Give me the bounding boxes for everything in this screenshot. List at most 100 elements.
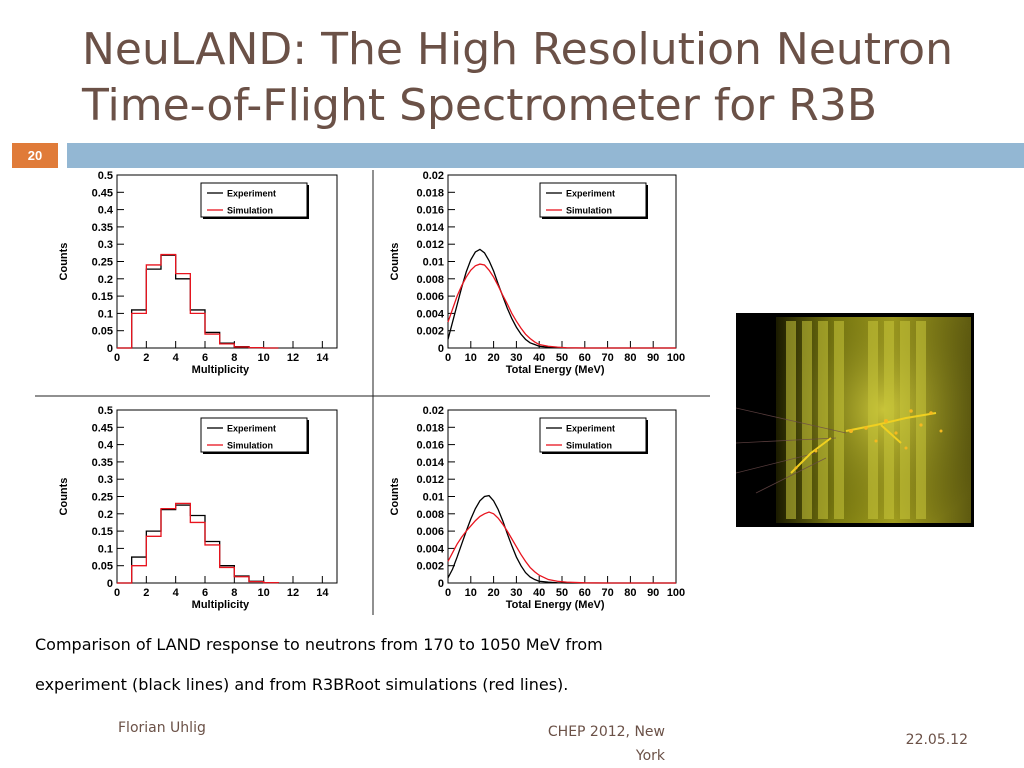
y-tick-label: 0.15 bbox=[92, 291, 113, 303]
y-tick-label: 0.2 bbox=[98, 509, 113, 521]
footer-conference-line-2: York bbox=[635, 748, 665, 764]
x-tick-label: 80 bbox=[624, 352, 636, 364]
y-tick-label: 0.008 bbox=[416, 274, 444, 286]
legend-label: Simulation bbox=[566, 441, 612, 451]
legend-label: Experiment bbox=[227, 424, 276, 434]
footer-conference: CHEP 2012, New York bbox=[520, 720, 665, 768]
x-axis-title: Multiplicity bbox=[192, 599, 250, 611]
x-tick-label: 100 bbox=[667, 587, 685, 599]
y-tick-label: 0.1 bbox=[98, 543, 113, 555]
y-tick-label: 0.006 bbox=[416, 291, 444, 303]
legend-label: Simulation bbox=[227, 441, 273, 451]
y-tick-label: 0.002 bbox=[416, 561, 444, 573]
series-line-simulation bbox=[447, 263, 676, 349]
y-tick-label: 0.45 bbox=[92, 187, 113, 199]
footer-date: 22.05.12 bbox=[905, 732, 968, 748]
y-tick-label: 0.05 bbox=[92, 326, 113, 338]
x-tick-label: 4 bbox=[173, 352, 180, 364]
y-tick-label: 0.004 bbox=[416, 308, 444, 320]
x-tick-label: 30 bbox=[510, 352, 522, 364]
y-tick-label: 0.01 bbox=[423, 492, 444, 504]
x-tick-label: 40 bbox=[533, 352, 545, 364]
x-tick-label: 90 bbox=[647, 587, 659, 599]
y-axis-title: Counts bbox=[58, 478, 70, 516]
page-number-badge: 20 bbox=[12, 143, 58, 168]
chart-panel-2: 0 0.002 0.004 0.006 0.008 0.01 0.012 0.014 0.016… bbox=[389, 170, 685, 376]
y-tick-label: 0.05 bbox=[92, 561, 113, 573]
y-tick-label: 0.014 bbox=[416, 222, 444, 234]
x-tick-label: 70 bbox=[601, 352, 613, 364]
caption-line-2: experiment (black lines) and from R3BRoo… bbox=[35, 675, 569, 694]
y-tick-label: 0.5 bbox=[98, 405, 113, 417]
chart-panel-1: 0 0.05 0.1 0.15 0.2 0.25 0.3 0.35 0.4 0.45 0.5 0 2 4 6… bbox=[58, 170, 338, 376]
x-tick-label: 20 bbox=[487, 352, 499, 364]
legend-box bbox=[539, 182, 647, 218]
y-tick-label: 0.014 bbox=[416, 457, 444, 469]
x-tick-label: 0 bbox=[445, 352, 451, 364]
x-tick-label: 12 bbox=[287, 587, 299, 599]
detector-event-display-image bbox=[736, 313, 974, 527]
y-tick-label: 0.35 bbox=[92, 457, 113, 469]
series-line-simulation bbox=[447, 511, 676, 584]
x-tick-label: 8 bbox=[231, 352, 237, 364]
y-tick-label: 0.3 bbox=[98, 239, 113, 251]
footer-author: Florian Uhlig bbox=[118, 720, 206, 736]
y-tick-label: 0.15 bbox=[92, 526, 113, 538]
y-tick-label: 0.016 bbox=[416, 205, 444, 217]
y-tick-label: 0.35 bbox=[92, 222, 113, 234]
chart-panel-3: 0 0.05 0.1 0.15 0.2 0.25 0.3 0.35 0.4 0.45 0.5 0 2 4 6… bbox=[58, 405, 338, 611]
x-tick-label: 20 bbox=[487, 587, 499, 599]
y-tick-label: 0.004 bbox=[416, 543, 444, 555]
x-axis-title: Total Energy (MeV) bbox=[506, 364, 605, 376]
x-tick-label: 100 bbox=[667, 352, 685, 364]
y-axis-title: Counts bbox=[389, 243, 401, 281]
y-tick-label: 0 bbox=[438, 343, 444, 355]
x-tick-label: 10 bbox=[258, 352, 270, 364]
x-tick-label: 14 bbox=[316, 352, 329, 364]
legend-label: Experiment bbox=[566, 424, 615, 434]
x-tick-label: 0 bbox=[114, 587, 120, 599]
legend-box bbox=[539, 417, 647, 453]
y-tick-label: 0 bbox=[438, 578, 444, 590]
y-tick-label: 0.02 bbox=[423, 405, 444, 417]
y-tick-label: 0.4 bbox=[98, 440, 114, 452]
legend-label: Simulation bbox=[227, 206, 273, 216]
x-tick-label: 10 bbox=[465, 587, 477, 599]
x-tick-label: 10 bbox=[258, 587, 270, 599]
y-tick-label: 0.002 bbox=[416, 326, 444, 338]
y-tick-label: 0.1 bbox=[98, 308, 113, 320]
y-axis-title: Counts bbox=[58, 243, 70, 281]
title-line-2: Time-of-Flight Spectrometer for R3B bbox=[82, 80, 878, 131]
detector-event-display-graphic bbox=[736, 313, 974, 527]
x-tick-label: 60 bbox=[579, 587, 591, 599]
y-tick-label: 0.02 bbox=[423, 170, 444, 182]
series-line-simulation bbox=[117, 253, 279, 349]
x-tick-label: 60 bbox=[579, 352, 591, 364]
x-tick-label: 40 bbox=[533, 587, 545, 599]
y-tick-label: 0.4 bbox=[98, 205, 114, 217]
y-tick-label: 0.3 bbox=[98, 474, 113, 486]
x-tick-label: 50 bbox=[556, 587, 568, 599]
title-line-1: NeuLAND: The High Resolution Neutron bbox=[82, 24, 953, 75]
x-tick-label: 2 bbox=[143, 587, 149, 599]
legend-label: Experiment bbox=[566, 189, 615, 199]
x-axis-title: Multiplicity bbox=[192, 364, 250, 376]
x-tick-label: 8 bbox=[231, 587, 237, 599]
x-tick-label: 6 bbox=[202, 352, 208, 364]
y-tick-label: 0.006 bbox=[416, 526, 444, 538]
series-line-experiment bbox=[447, 494, 676, 584]
chart-panel-4: 0 0.002 0.004 0.006 0.008 0.01 0.012 0.014 0.016… bbox=[389, 405, 685, 611]
y-axis-title: Counts bbox=[389, 478, 401, 516]
x-tick-label: 14 bbox=[316, 587, 329, 599]
legend-label: Simulation bbox=[566, 206, 612, 216]
y-tick-label: 0 bbox=[107, 578, 113, 590]
y-tick-label: 0.25 bbox=[92, 492, 113, 504]
series-line-simulation bbox=[117, 502, 279, 584]
y-tick-label: 0.018 bbox=[416, 422, 444, 434]
x-tick-label: 80 bbox=[624, 587, 636, 599]
x-tick-label: 0 bbox=[114, 352, 120, 364]
y-tick-label: 0.012 bbox=[416, 474, 444, 486]
y-tick-label: 0.008 bbox=[416, 509, 444, 521]
y-tick-label: 0.01 bbox=[423, 257, 444, 269]
